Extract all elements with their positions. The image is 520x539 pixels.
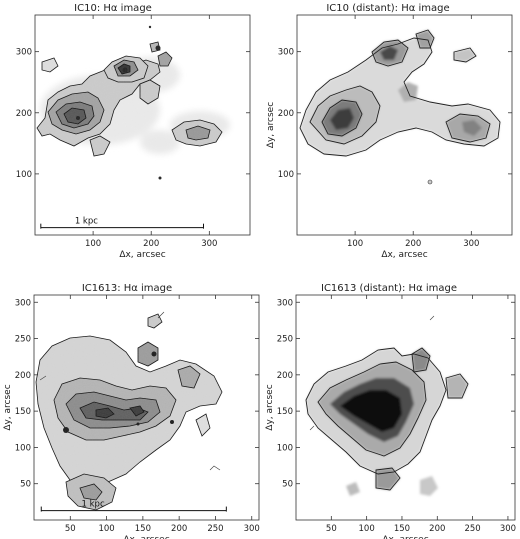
x-tick-label: 100 bbox=[347, 239, 363, 249]
panel-frame bbox=[33, 294, 260, 521]
panel-image bbox=[33, 294, 260, 521]
y-tick-label: 300 bbox=[277, 298, 293, 308]
x-tick-label: 100 bbox=[98, 524, 114, 534]
panel-axes: 100 200 300 100 200 300 Δx, arcsec Δy, arcsec bbox=[266, 15, 512, 260]
y-tick-label: 200 bbox=[15, 371, 31, 381]
y-tick-label: 300 bbox=[16, 48, 32, 58]
x-tick-label: 150 bbox=[394, 524, 410, 534]
x-tick-label: 50 bbox=[65, 524, 76, 534]
x-tick-label: 200 bbox=[143, 239, 159, 249]
x-tick-label: 150 bbox=[135, 524, 151, 534]
x-tick-label: 300 bbox=[201, 239, 217, 249]
axes-layer: 100 200 300 100 200 300 Δx, arcsec 1 kpc 100 200 3… bbox=[3, 15, 516, 539]
x-tick-label: 100 bbox=[85, 239, 101, 249]
panel-image bbox=[295, 294, 516, 521]
y-tick-label: 100 bbox=[277, 443, 293, 453]
x-tick-label: 100 bbox=[359, 524, 375, 534]
panel-ic1613-distant: IC1613 (distant): Hα image bbox=[295, 283, 516, 521]
y-tick-label: 300 bbox=[278, 48, 294, 58]
x-tick-label: 200 bbox=[429, 524, 445, 534]
y-tick-label: 200 bbox=[277, 371, 293, 381]
scale-bar-label: 1 kpc bbox=[82, 500, 105, 510]
x-tick-label: 300 bbox=[463, 239, 479, 249]
x-axis-title: Δx, arcsec bbox=[123, 535, 169, 539]
y-tick-label: 50 bbox=[20, 480, 31, 490]
panel-ic1613: IC1613: Hα image bbox=[33, 283, 260, 521]
x-axis-title: Δx, arcsec bbox=[119, 250, 165, 260]
panel-frame bbox=[295, 294, 516, 521]
x-tick-label: 50 bbox=[326, 524, 337, 534]
panel-image bbox=[34, 14, 251, 236]
y-tick-label: 100 bbox=[278, 170, 294, 180]
panel-frame bbox=[296, 14, 513, 236]
scale-bar-label: 1 kpc bbox=[75, 217, 98, 227]
y-tick-label: 150 bbox=[15, 407, 31, 417]
panel-ic10-distant: IC10 (distant): Hα image bbox=[296, 3, 513, 236]
x-tick-label: 200 bbox=[405, 239, 421, 249]
y-tick-label: 100 bbox=[15, 443, 31, 453]
x-axis-title: Δx, arcsec bbox=[381, 250, 427, 260]
y-tick-label: 150 bbox=[277, 407, 293, 417]
panel-image bbox=[296, 14, 513, 236]
x-tick-label: 300 bbox=[244, 524, 260, 534]
panel-title: IC10 (distant): Hα image bbox=[326, 3, 449, 14]
panel-title: IC1613: Hα image bbox=[82, 283, 172, 294]
y-tick-label: 300 bbox=[15, 298, 31, 308]
scale-bar: 1 kpc bbox=[40, 217, 205, 229]
panel-axes: 50 100 150 200 250 300 50 100 150 200 250 300 Δx, ar… bbox=[3, 295, 260, 539]
panel-title: IC10: Hα image bbox=[74, 3, 152, 14]
x-tick-label: 200 bbox=[171, 524, 187, 534]
x-tick-label: 250 bbox=[207, 524, 223, 534]
y-tick-label: 100 bbox=[16, 170, 32, 180]
x-tick-label: 250 bbox=[464, 524, 480, 534]
panel-ic10: IC10: Hα image bbox=[34, 3, 251, 236]
scale-bar: 1 kpc bbox=[40, 500, 227, 512]
panel-axes: 50 100 150 200 250 300 50 100 150 200 250 300 Δx, ar… bbox=[265, 295, 516, 539]
y-tick-label: 200 bbox=[278, 109, 294, 119]
y-tick-label: 250 bbox=[15, 335, 31, 345]
y-tick-label: 200 bbox=[16, 109, 32, 119]
panel-axes: 100 200 300 100 200 300 Δx, arcsec 1 kpc bbox=[16, 15, 250, 260]
y-axis-title: Δy, arcsec bbox=[266, 102, 276, 148]
x-axis-title: Δx, arcsec bbox=[382, 535, 428, 539]
y-axis-title: Δy, arcsec bbox=[265, 384, 275, 430]
panel-title: IC1613 (distant): Hα image bbox=[321, 283, 457, 294]
y-axis-title: Δy, arcsec bbox=[3, 384, 13, 430]
panel-frame bbox=[34, 14, 251, 236]
y-tick-label: 250 bbox=[277, 335, 293, 345]
y-tick-label: 50 bbox=[282, 480, 293, 490]
x-tick-label: 300 bbox=[500, 524, 516, 534]
